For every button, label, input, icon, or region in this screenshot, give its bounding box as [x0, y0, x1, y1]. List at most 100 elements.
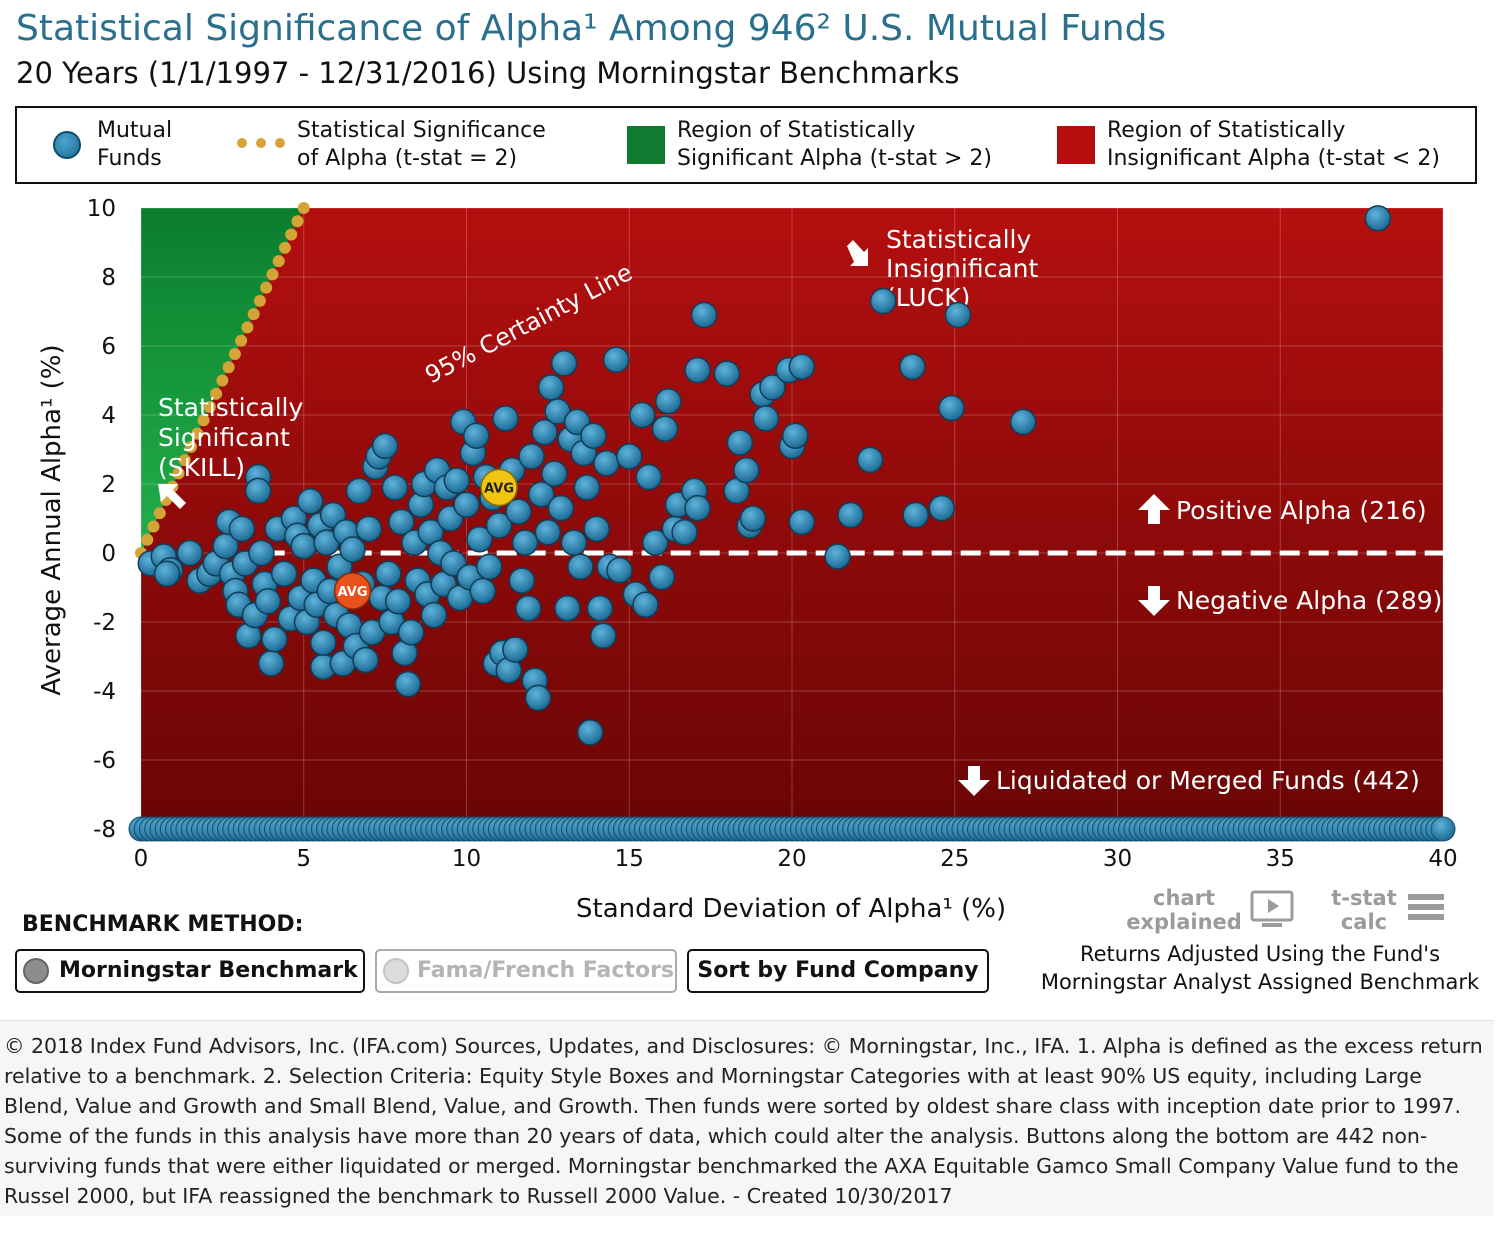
arrow-down-right-icon: [847, 240, 868, 266]
fund-point: [518, 443, 545, 470]
skill-label: Statistically: [158, 393, 303, 422]
morningstar-benchmark-button[interactable]: Morningstar Benchmark: [15, 949, 365, 993]
fund-point: [583, 515, 610, 543]
fund-point: [752, 405, 780, 432]
fama-french-button-label: Fama/French Factors: [417, 958, 675, 983]
luck-label: Insignificant: [886, 254, 1039, 283]
x-tick-label: 15: [615, 846, 644, 872]
fund-point: [589, 622, 617, 650]
legend-item-tstat-line: Statistical Significance of Alpha (t-sta…: [297, 117, 546, 173]
fund-point: [547, 494, 575, 522]
fund-point: [671, 519, 698, 546]
fund-point: [254, 588, 282, 615]
tstat-line-dot: [197, 414, 210, 427]
fund-point: [580, 422, 607, 449]
fund-point: [1009, 408, 1037, 436]
note-line: Returns Adjusted Using the Fund's: [1079, 942, 1441, 966]
fund-point: [505, 498, 532, 525]
fama-french-button[interactable]: Fama/French Factors: [375, 949, 677, 993]
fund-point: [469, 577, 497, 605]
y-axis-label: Average Annual Alpha¹ (%): [37, 344, 67, 696]
fund-point: [602, 346, 630, 374]
fund-point: [534, 519, 562, 546]
tstat-line-dot: [185, 440, 198, 453]
fund-point: [642, 529, 669, 556]
monitor-play-icon[interactable]: [1250, 890, 1294, 930]
fund-point: [310, 629, 337, 656]
radio-knob-icon: [23, 958, 49, 984]
fund-point: [290, 532, 317, 560]
fund-point: [593, 450, 620, 477]
x-tick-label: 20: [777, 846, 806, 872]
x-tick-label: 30: [1103, 846, 1132, 872]
fund-point: [938, 394, 965, 422]
fund-point: [537, 374, 565, 401]
legend-label: Funds: [97, 146, 162, 171]
fund-point: [248, 539, 275, 567]
fund-point: [1364, 205, 1392, 232]
y-tick-label: -6: [93, 748, 116, 774]
scatter-chart: 95% Certainty LineStatisticallyInsignifi…: [87, 196, 1458, 872]
fund-point: [560, 529, 588, 556]
negative-alpha-label: Negative Alpha (289): [1176, 586, 1442, 615]
fund-point: [573, 474, 601, 501]
chart-explained-label: chart: [1153, 886, 1215, 910]
y-tick-label: 2: [101, 472, 116, 498]
legend-label: Insignificant Alpha (t-stat < 2): [1107, 146, 1440, 171]
avg-surviving-label: AVG: [484, 481, 514, 496]
fund-point: [384, 588, 412, 615]
fund-point: [176, 539, 204, 567]
avg-liquidated-label: AVG: [338, 585, 368, 600]
fund-point: [782, 422, 809, 449]
tstat-line-dot: [241, 321, 254, 334]
tstat-calc-link[interactable]: t-stat calc: [1326, 886, 1402, 934]
avg-liquidated-point: [333, 572, 372, 610]
significant-region-swatch-icon: [627, 126, 665, 164]
fund-point: [550, 350, 578, 377]
legend-label: Statistical Significance: [297, 118, 546, 143]
note-line: Morningstar Analyst Assigned Benchmark: [1040, 970, 1480, 994]
y-tick-label: -4: [93, 679, 116, 705]
chart-explained-link[interactable]: chart explained: [1126, 886, 1242, 934]
tstat-line-dot: [278, 241, 291, 254]
fund-point: [381, 474, 409, 501]
tstat-line-dot: [291, 215, 304, 228]
fund-point: [394, 670, 422, 698]
tstat-line-dot: [222, 361, 235, 374]
fund-point: [837, 501, 864, 529]
fund-point: [257, 650, 285, 677]
fund-point: [397, 619, 425, 646]
fund-point: [690, 301, 718, 329]
fund-point: [420, 601, 448, 629]
fund-point: [388, 508, 415, 536]
fund-point: [355, 515, 383, 543]
fund-point: [352, 646, 379, 674]
fund-point: [339, 536, 366, 563]
x-tick-label: 25: [940, 846, 969, 872]
fund-point: [554, 594, 581, 622]
x-tick-label: 40: [1428, 846, 1457, 872]
fund-point: [788, 508, 816, 536]
fund-point: [655, 387, 682, 415]
fund-point: [651, 415, 679, 443]
x-axis-label: Standard Deviation of Alpha¹ (%): [576, 894, 1007, 924]
sort-by-fund-company-button[interactable]: Sort by Fund Company: [687, 949, 989, 993]
legend-label: of Alpha (t-stat = 2): [297, 146, 518, 171]
fund-point: [713, 360, 741, 387]
tstat-line-dot: [228, 347, 241, 360]
fund-point: [297, 488, 324, 515]
chart-subtitle: 20 Years (1/1/1997 - 12/31/2016) Using M…: [16, 56, 960, 90]
liquidated-fund-point: [1430, 816, 1456, 842]
fund-point: [928, 494, 955, 522]
sort-button-label: Sort by Fund Company: [697, 958, 979, 983]
fund-point: [788, 353, 816, 380]
fund-point: [632, 591, 659, 618]
liquidated-funds-label: Liquidated or Merged Funds (442): [996, 766, 1420, 795]
fund-point: [944, 301, 972, 329]
x-tick-label: 0: [134, 846, 149, 872]
luck-label: Statistically: [886, 225, 1031, 254]
arrow-down-icon: [1138, 586, 1170, 616]
calculator-icon[interactable]: [1406, 892, 1446, 926]
disclosure-footer: © 2018 Index Fund Advisors, Inc. (IFA.co…: [0, 1020, 1494, 1216]
fund-point: [244, 477, 272, 505]
